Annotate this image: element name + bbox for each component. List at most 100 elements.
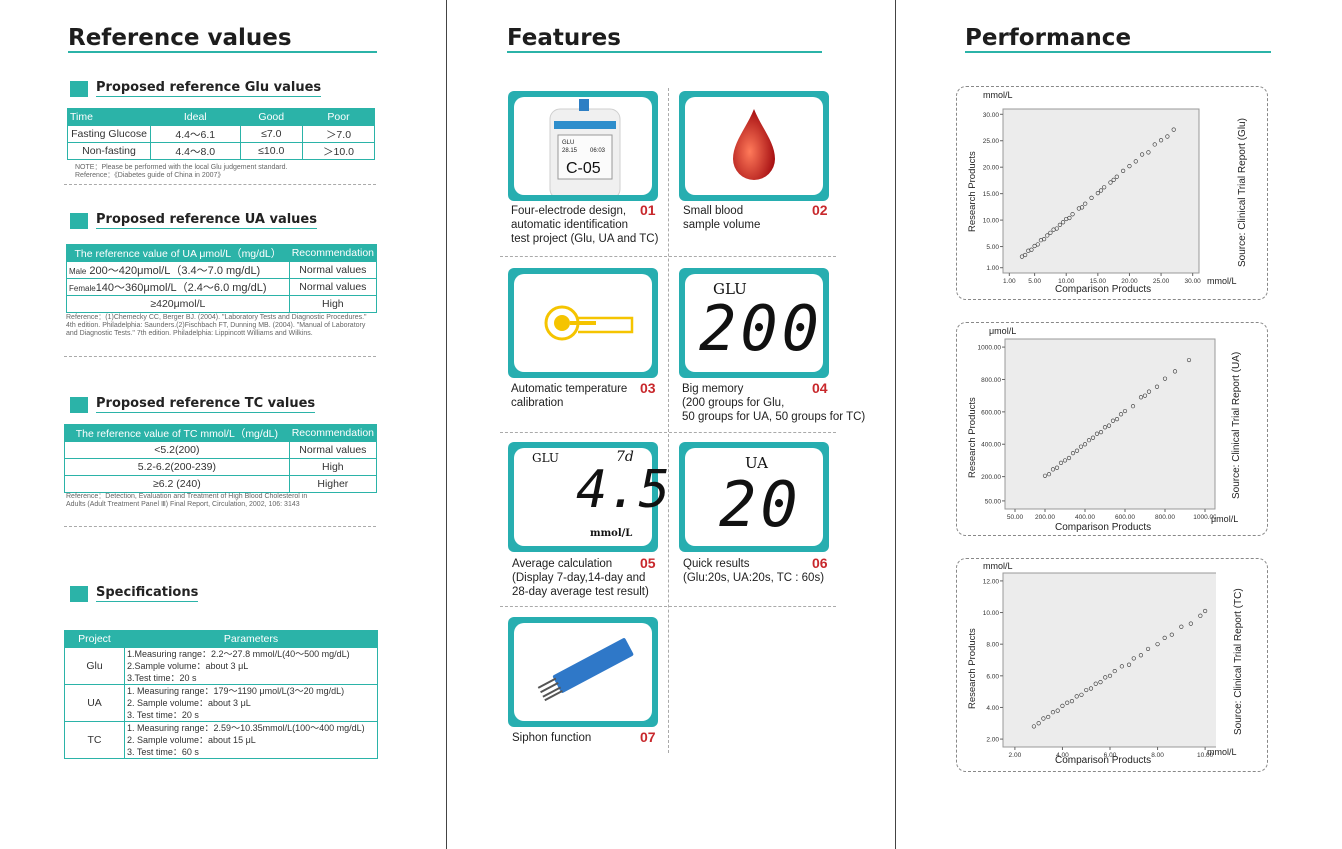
data-point [1162, 635, 1167, 640]
data-point [1054, 226, 1059, 231]
caption-line: (Glu:20s, UA:20s, TC : 60s) [683, 572, 825, 584]
table-cell: 4.4～8.0 [150, 142, 241, 160]
data-point [1145, 646, 1151, 652]
data-point [1062, 458, 1068, 463]
data-point [1065, 700, 1070, 705]
source-label: Source: Clinical Trial Report (UA) [1231, 351, 1242, 499]
data-point [1171, 127, 1176, 132]
caption-line: automatic identification [511, 219, 628, 231]
data-point [1074, 448, 1080, 453]
data-point [1172, 369, 1178, 374]
data-point [1058, 460, 1064, 465]
data-point [1098, 188, 1104, 193]
table-header-row: Project Parameters [64, 630, 378, 648]
feature-number-04: 04 [812, 380, 828, 396]
caption-line: Quick results [683, 558, 750, 570]
table-cell: High [288, 295, 378, 313]
x-tick-label: 1.00 [1003, 278, 1016, 285]
data-point [1165, 134, 1170, 139]
x-tick-label: 25.00 [1153, 278, 1170, 285]
data-point [1102, 185, 1107, 190]
caption-line: test project (Glu, UA and TC) [511, 233, 659, 245]
data-point [1114, 417, 1120, 422]
feature-number-03: 03 [640, 380, 656, 396]
lcd-value: 4.5 [576, 460, 670, 520]
data-point [1108, 180, 1113, 185]
spec-heading: Specifications [70, 585, 199, 602]
data-point [1103, 675, 1108, 680]
card-inner [514, 623, 652, 721]
table-cell: UA [64, 684, 125, 722]
feature-caption-03: Automatic temperature calibration [511, 382, 627, 410]
lcd-screen: UA 20 [685, 448, 823, 546]
y-tick-label: 600.00 [981, 409, 1001, 416]
data-point [1155, 642, 1160, 647]
y-tick-label: 10.00 [983, 218, 1000, 225]
table-cell: ≥420μmol/L [66, 295, 290, 313]
caption-line: Siphon function [512, 732, 592, 744]
caption-line: calibration [511, 397, 564, 409]
spec-line: 1. Measuring range：2.59～10.35mmol/L(100～… [127, 723, 365, 733]
spec-line: 3.Test time：20 s [127, 673, 197, 683]
table-row: UA 1. Measuring range：179～1190 μmol/L(3～… [64, 684, 378, 722]
y-unit-label: mmol/L [983, 561, 1013, 571]
table-cell: ≥6.2 (240) [64, 475, 290, 493]
x-tick-label: 400.00 [1075, 514, 1095, 521]
data-point [1048, 230, 1053, 235]
meter-value-b: 06:03 [590, 148, 606, 154]
data-point [1041, 237, 1047, 242]
features-title: Features [507, 25, 621, 51]
data-point [1112, 668, 1117, 674]
table-row: <5.2(200) Normal values [64, 441, 378, 459]
sex-label: Male [69, 267, 87, 276]
table-row: 5.2-6.2(200-239) High [64, 458, 378, 476]
x-unit-label: mmol/L [1207, 276, 1237, 286]
performance-title: Performance [965, 25, 1132, 51]
data-point [1088, 686, 1094, 691]
separator [64, 526, 376, 527]
data-point [1083, 201, 1088, 206]
meter-illustration: GLU 28.15 06:03 C-05 [549, 99, 621, 195]
caption-line: Four-electrode design, [511, 205, 627, 217]
y-tick-label: 1.00 [986, 265, 999, 272]
table-cell: Non-fasting [67, 142, 151, 160]
table-header-cell: The reference value of TC mmol/L（mg/dL) [64, 424, 290, 442]
temperature-sensor-icon [544, 305, 634, 341]
tc-note: Reference：Detection, Evaluation and Trea… [66, 493, 308, 508]
data-point [1023, 252, 1028, 258]
y-tick-label: 15.00 [983, 191, 1000, 198]
data-point [1054, 465, 1060, 470]
table-cell: Normal values [288, 278, 378, 296]
y-tick-label: 4.00 [986, 705, 999, 712]
y-tick-label: 8.00 [986, 642, 999, 649]
table-cell: <5.2(200) [64, 441, 290, 459]
table-header-cell: Project [64, 630, 125, 648]
data-point [1186, 357, 1192, 363]
reference-title: Reference values [68, 25, 292, 51]
y-tick-label: 5.00 [986, 244, 999, 251]
glu-note: NOTE：Please be performed with the local … [75, 164, 375, 180]
card-inner: GLU 28.15 06:03 C-05 [514, 97, 652, 195]
caption-line: Average calculation [512, 558, 613, 570]
y-tick-label: 12.00 [983, 578, 1000, 585]
table-cell: Normal values [288, 261, 378, 279]
table-row: TC 1. Measuring range：2.59～10.35mmol/L(1… [64, 721, 378, 759]
table-header-cell: Parameters [124, 630, 378, 648]
separator [64, 184, 376, 185]
lcd-unit: mmol/L [590, 528, 633, 539]
y-tick-label: 6.00 [986, 673, 999, 680]
data-point [1050, 467, 1056, 472]
scatter-chart-ua: 50.00 200.00 400.00 600.00 800.00 1000.00 50.0… [978, 338, 1216, 521]
x-tick-label: 6.00 [1104, 752, 1117, 759]
lcd-screen: GLU 7d 4.5 mmol/L [514, 448, 670, 546]
feature-card-temperature [508, 268, 658, 378]
scatter-chart-tc: 2.00 4.00 6.00 8.00 10.00 12.00 2.00 4.00 6.00 8.… [983, 572, 1216, 759]
lcd-label: GLU [532, 451, 560, 465]
table-cell: 1.Measuring range：2.2～27.8 mmol/L(40～500… [124, 647, 378, 685]
lcd-value: 200 [699, 292, 823, 365]
table-row: Fasting Glucose 4.4～6.1 ≤7.0 ＞7.0 [67, 125, 375, 143]
y-tick-label: 200.00 [981, 474, 1001, 481]
performance-title-underline [965, 51, 1271, 53]
card-inner [514, 274, 652, 372]
ua-heading-text: Proposed reference UA values [96, 212, 317, 229]
